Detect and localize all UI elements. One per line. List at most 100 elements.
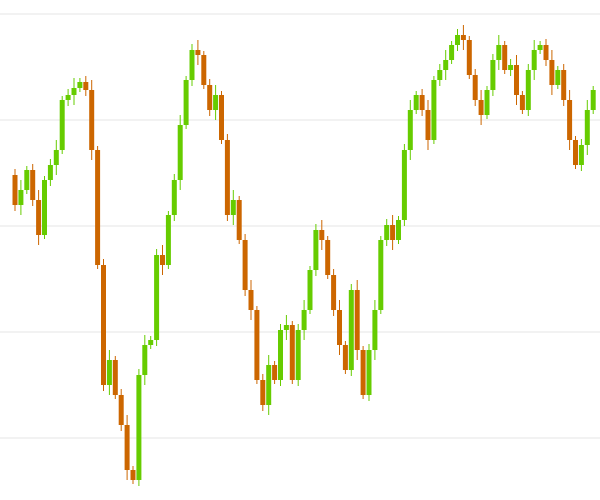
candle-body xyxy=(136,375,142,480)
candle-body xyxy=(537,45,543,50)
candle-body xyxy=(248,290,254,310)
candle-body xyxy=(289,325,295,380)
candle-body xyxy=(531,50,537,70)
candle-body xyxy=(160,255,165,265)
candle-body xyxy=(413,95,419,110)
candle-body xyxy=(578,145,584,165)
candle-body xyxy=(236,200,242,240)
candle-body xyxy=(449,45,455,60)
candle-body xyxy=(219,95,224,140)
candle-body xyxy=(372,310,378,350)
candle-body xyxy=(514,65,519,95)
candle-body xyxy=(425,110,431,140)
candle-body xyxy=(124,425,130,470)
candle-body xyxy=(112,360,118,395)
candle-body xyxy=(519,95,525,110)
candle-body xyxy=(508,65,514,70)
candle-body xyxy=(342,345,348,370)
candle-body xyxy=(561,70,567,100)
candle-body xyxy=(460,35,466,40)
candle-body xyxy=(278,330,283,380)
candle-body xyxy=(348,290,354,370)
candle-body xyxy=(36,200,42,235)
candle-body xyxy=(331,275,337,310)
candle-body xyxy=(431,80,437,140)
candle-body xyxy=(496,45,502,60)
candle-body xyxy=(12,175,18,205)
candle-body xyxy=(183,80,189,125)
candle-body xyxy=(30,170,36,200)
candle-body xyxy=(165,215,171,265)
candle-body xyxy=(301,310,307,330)
candle-body xyxy=(18,190,24,205)
candle-body xyxy=(213,95,219,110)
candle-body xyxy=(354,290,360,350)
candle-body xyxy=(525,70,531,110)
candle-body xyxy=(24,170,30,190)
candle-body xyxy=(455,35,460,45)
candle-body xyxy=(260,380,266,405)
candle-body xyxy=(337,310,342,345)
candle-body xyxy=(53,150,59,165)
candle-body xyxy=(295,330,301,380)
candle-body xyxy=(77,82,83,88)
candle-body xyxy=(177,125,183,180)
candle-body xyxy=(490,60,496,90)
candle-body xyxy=(106,360,112,385)
candle-body xyxy=(484,90,490,115)
candle-body xyxy=(154,255,160,340)
candle-body xyxy=(230,200,236,215)
candle-body xyxy=(472,75,478,100)
candle-body xyxy=(101,265,106,385)
candle-body xyxy=(130,470,136,480)
candle-body xyxy=(254,310,260,380)
candle-body xyxy=(567,100,573,140)
candle-body xyxy=(555,70,561,85)
candle-body xyxy=(118,395,124,425)
candle-body xyxy=(189,50,195,80)
candle-body xyxy=(502,45,508,70)
candle-body xyxy=(366,350,372,395)
candle-body xyxy=(543,45,549,60)
candle-body xyxy=(313,230,319,270)
candle-body xyxy=(283,325,289,330)
candle-body xyxy=(319,230,325,240)
candle-body xyxy=(65,95,71,100)
candle-body xyxy=(266,365,272,405)
candle-body xyxy=(195,50,201,55)
candle-body xyxy=(584,110,590,145)
candle-body xyxy=(207,85,213,110)
candle-body xyxy=(590,90,596,110)
candle-body xyxy=(148,340,154,345)
candle-body xyxy=(59,100,65,150)
candle-body xyxy=(419,95,425,110)
candle-body xyxy=(360,350,366,395)
candle-body xyxy=(42,180,47,235)
candle-body xyxy=(443,60,449,70)
candle-body xyxy=(307,270,313,310)
candle-body xyxy=(142,345,148,375)
candle-body xyxy=(437,70,443,80)
candle-body xyxy=(401,150,407,220)
candle-body xyxy=(71,88,77,95)
candle-body xyxy=(224,140,230,215)
candle-body xyxy=(83,82,89,90)
candle-body xyxy=(325,240,331,275)
candle-body xyxy=(478,100,484,115)
candle-body xyxy=(201,55,207,85)
candle-body xyxy=(549,60,555,85)
candle-body xyxy=(272,365,278,380)
candle-body xyxy=(384,225,390,240)
candle-body xyxy=(95,150,101,265)
candle-body xyxy=(89,90,95,150)
candle-body xyxy=(47,165,53,180)
candle-body xyxy=(390,225,396,240)
candle-body xyxy=(242,240,248,290)
candle-body xyxy=(171,180,177,215)
candle-body xyxy=(407,110,413,150)
candle-body xyxy=(466,40,472,75)
candle-body xyxy=(378,240,384,310)
candle-body xyxy=(573,140,578,165)
